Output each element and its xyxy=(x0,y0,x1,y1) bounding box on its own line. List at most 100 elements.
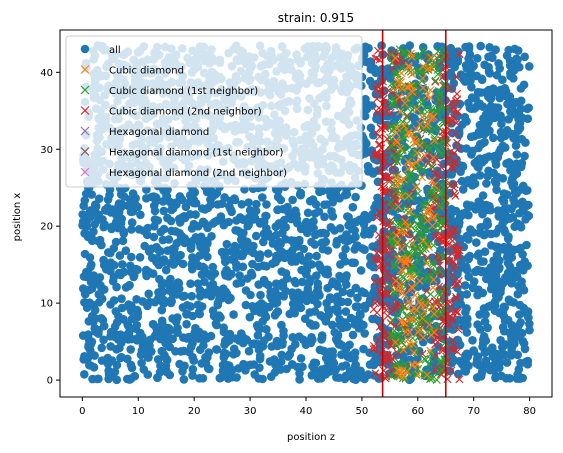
point-all xyxy=(244,346,254,356)
point-all xyxy=(475,310,484,319)
point-all xyxy=(168,314,177,323)
point-all xyxy=(288,333,298,342)
point-all xyxy=(320,212,329,222)
point-all xyxy=(145,297,154,307)
point-all xyxy=(365,360,375,369)
point-cubic xyxy=(429,275,438,284)
point-all xyxy=(90,305,100,315)
point-all xyxy=(351,232,360,242)
point-all xyxy=(91,201,100,211)
point-cubic xyxy=(408,70,416,79)
legend-marker xyxy=(80,65,90,74)
point-all xyxy=(340,257,350,266)
point-cubic xyxy=(391,338,400,347)
point-all xyxy=(321,237,331,247)
point-all xyxy=(107,222,117,232)
point-all xyxy=(186,279,195,289)
point-cubic-2nd xyxy=(449,164,458,173)
point-cubic xyxy=(409,360,418,369)
point-all xyxy=(311,358,321,368)
point-all xyxy=(405,41,415,50)
point-cubic-2nd xyxy=(452,294,461,303)
point-all xyxy=(262,325,271,334)
point-all xyxy=(296,303,306,313)
point-all xyxy=(149,232,159,242)
point-all xyxy=(351,283,361,293)
point-all xyxy=(516,104,526,114)
point-all xyxy=(256,217,266,227)
point-all xyxy=(106,327,116,337)
x-tick-label: 60 xyxy=(411,406,424,417)
point-all xyxy=(94,329,103,338)
point-cubic-2nd xyxy=(453,138,462,147)
point-all xyxy=(97,343,106,353)
point-all xyxy=(345,220,354,229)
point-cubic-1st xyxy=(429,312,438,321)
point-cubic xyxy=(397,192,406,201)
point-all xyxy=(254,301,263,310)
point-all xyxy=(265,357,275,366)
point-cubic-1st xyxy=(427,373,436,382)
point-all xyxy=(188,311,197,321)
point-cubic-1st xyxy=(388,315,397,324)
point-all xyxy=(365,226,375,236)
point-all xyxy=(466,225,475,234)
point-all xyxy=(450,62,460,72)
point-all xyxy=(272,298,282,307)
point-all xyxy=(161,265,171,275)
point-all xyxy=(259,237,268,247)
point-cubic-1st xyxy=(424,360,433,369)
y-tick-label: 0 xyxy=(47,376,53,387)
point-cubic-1st xyxy=(395,345,404,354)
point-cubic xyxy=(405,340,414,349)
point-all xyxy=(281,222,291,232)
point-all xyxy=(199,341,208,350)
point-all xyxy=(274,219,284,228)
chart-title: strain: 0.915 xyxy=(278,11,354,25)
point-cubic xyxy=(392,129,401,138)
point-all xyxy=(464,202,474,212)
point-all xyxy=(485,202,494,211)
series-cubic xyxy=(391,49,439,381)
point-all xyxy=(312,271,321,281)
point-all xyxy=(127,252,136,262)
point-cubic-1st xyxy=(386,133,394,142)
point-cubic-1st xyxy=(427,302,436,311)
point-cubic-1st xyxy=(387,79,396,88)
point-all xyxy=(328,320,337,330)
point-all xyxy=(203,236,212,246)
point-all xyxy=(119,267,129,277)
point-cubic xyxy=(404,164,413,173)
point-all xyxy=(159,224,169,234)
point-all xyxy=(94,210,103,219)
point-cubic xyxy=(426,86,435,95)
point-all xyxy=(335,271,344,281)
point-all xyxy=(507,345,516,355)
point-cubic-1st xyxy=(412,131,420,140)
point-cubic xyxy=(407,272,416,281)
y-axis-title: position x xyxy=(12,193,23,242)
point-cubic-1st xyxy=(431,76,440,85)
point-cubic-2nd xyxy=(381,173,390,182)
point-all xyxy=(360,329,370,338)
point-cubic xyxy=(403,83,411,91)
point-all xyxy=(341,307,351,316)
point-all xyxy=(255,363,264,373)
point-all xyxy=(299,244,309,254)
point-all xyxy=(496,114,506,124)
point-all xyxy=(165,281,174,290)
point-all xyxy=(509,171,519,181)
x-tick-label: 50 xyxy=(356,406,369,417)
point-cubic-2nd xyxy=(447,366,456,375)
point-cubic xyxy=(396,107,405,116)
point-cubic xyxy=(401,217,410,226)
point-all xyxy=(157,346,167,356)
point-cubic-1st xyxy=(408,265,417,274)
point-cubic-2nd xyxy=(383,311,392,320)
point-cubic-1st xyxy=(398,306,407,315)
point-cubic-2nd xyxy=(455,246,464,255)
point-all xyxy=(506,129,516,139)
point-all xyxy=(483,229,492,238)
point-all xyxy=(496,371,506,381)
point-all xyxy=(157,287,167,297)
